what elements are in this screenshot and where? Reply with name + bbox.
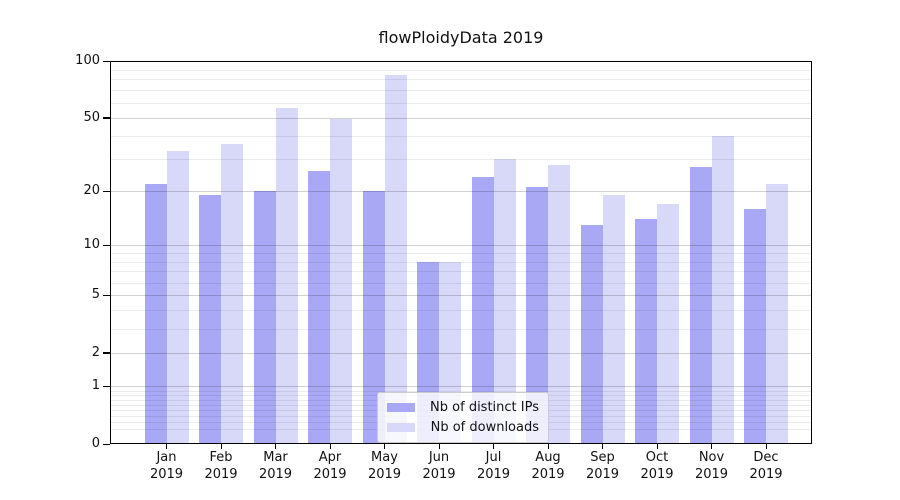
x-tick-year: 2019	[204, 467, 238, 482]
bar-distinct-ips	[308, 170, 330, 444]
x-tick-year: 2019	[422, 467, 456, 482]
x-tick-mark	[602, 444, 604, 449]
bar-distinct-ips	[471, 176, 494, 444]
plot-area: Nb of distinct IPs Nb of downloads	[110, 61, 812, 444]
x-tick-label: May 2019	[355, 449, 415, 483]
x-tick-year: 2019	[476, 467, 511, 482]
y-tick-mark	[103, 60, 110, 62]
bar-downloads	[766, 183, 788, 444]
bar-downloads	[330, 119, 352, 444]
y-tick-label: 100	[75, 53, 100, 68]
x-tick-mark	[656, 444, 658, 449]
legend-swatch	[387, 423, 415, 432]
bar-distinct-ips	[199, 195, 221, 444]
x-tick-year: 2019	[694, 467, 729, 482]
x-tick-label: Oct 2019	[627, 449, 687, 483]
x-tick-mark	[493, 444, 495, 449]
x-tick-year: 2019	[531, 467, 565, 482]
x-tick-month: Aug	[535, 450, 561, 465]
bar-downloads	[548, 164, 570, 444]
x-tick-month: Dec	[753, 450, 779, 465]
x-tick-label: Sep 2019	[573, 449, 633, 483]
x-tick-label: Jan 2019	[137, 449, 197, 483]
y-tick-mark	[103, 352, 110, 354]
bar-distinct-ips	[253, 191, 276, 444]
x-tick-label: Jul 2019	[464, 449, 524, 483]
x-tick-mark	[220, 444, 222, 449]
y-tick-mark	[103, 117, 110, 119]
y-tick-label: 5	[91, 287, 100, 303]
bar-downloads	[657, 204, 679, 444]
x-tick-mark	[438, 444, 440, 449]
bar-distinct-ips	[744, 208, 766, 444]
bar-downloads	[166, 151, 189, 444]
y-tick-label: 2	[91, 344, 100, 360]
x-tick-year: 2019	[313, 467, 347, 482]
x-tick-year: 2019	[149, 467, 184, 482]
x-tick-year: 2019	[258, 467, 293, 482]
bar-downloads	[602, 195, 625, 444]
y-tick-label: 10	[83, 237, 100, 252]
x-tick-label: Mar 2019	[246, 449, 306, 483]
bar-distinct-ips	[635, 219, 657, 444]
x-tick-mark	[384, 444, 386, 449]
x-tick-mark	[275, 444, 277, 449]
x-tick-label: Dec 2019	[736, 449, 796, 483]
legend: Nb of distinct IPs Nb of downloads	[377, 392, 549, 443]
x-tick-label: Apr 2019	[300, 449, 360, 483]
legend-item: Nb of distinct IPs	[387, 400, 539, 415]
x-tick-month: Oct	[645, 450, 669, 465]
x-tick-label: Jun 2019	[409, 449, 469, 483]
x-tick-label: Nov 2019	[682, 449, 742, 483]
bar-downloads	[275, 108, 298, 444]
x-tick-month: Jan	[156, 450, 177, 465]
y-tick-label: 0	[91, 436, 100, 451]
x-tick-month: Jul	[485, 450, 502, 465]
x-tick-mark	[547, 444, 549, 449]
x-tick-year: 2019	[640, 467, 674, 482]
y-tick-mark	[103, 443, 110, 445]
x-tick-mark	[711, 444, 713, 449]
y-tick-label: 1	[91, 378, 100, 394]
x-tick-mark	[765, 444, 767, 449]
bar-distinct-ips	[362, 191, 385, 444]
x-tick-year: 2019	[749, 467, 783, 482]
legend-swatch	[387, 403, 415, 412]
bar-downloads	[493, 159, 516, 444]
bars-layer	[110, 61, 812, 444]
legend-label: Nb of downloads	[430, 420, 539, 435]
x-tick-month: May	[371, 450, 398, 465]
bar-distinct-ips	[580, 225, 603, 444]
x-tick-month: Apr	[318, 450, 342, 465]
bar-downloads	[221, 144, 243, 444]
y-tick-label: 20	[83, 183, 100, 199]
x-tick-label: Feb 2019	[191, 449, 251, 483]
legend-label: Nb of distinct IPs	[430, 400, 539, 415]
y-tick-mark	[103, 385, 110, 388]
x-tick-year: 2019	[367, 467, 402, 482]
bar-distinct-ips	[526, 187, 548, 444]
y-tick-mark	[103, 190, 110, 193]
y-tick-mark	[103, 294, 110, 297]
bar-downloads	[384, 75, 407, 444]
bar-downloads	[711, 135, 734, 444]
x-tick-year: 2019	[585, 467, 620, 482]
chart-title: flowPloidyData 2019	[378, 28, 544, 47]
bar-distinct-ips	[144, 183, 167, 444]
y-tick-label: 50	[83, 109, 100, 125]
x-tick-month: Nov	[698, 450, 725, 465]
y-tick-mark	[103, 244, 110, 246]
legend-item: Nb of downloads	[387, 420, 539, 435]
x-tick-month: Mar	[263, 450, 288, 465]
x-tick-month: Feb	[209, 450, 233, 465]
x-tick-month: Jun	[428, 450, 450, 465]
x-tick-month: Sep	[590, 450, 615, 465]
x-tick-mark	[166, 444, 168, 449]
bar-distinct-ips	[689, 167, 712, 444]
x-tick-mark	[329, 444, 331, 449]
x-tick-label: Aug 2019	[518, 449, 578, 483]
